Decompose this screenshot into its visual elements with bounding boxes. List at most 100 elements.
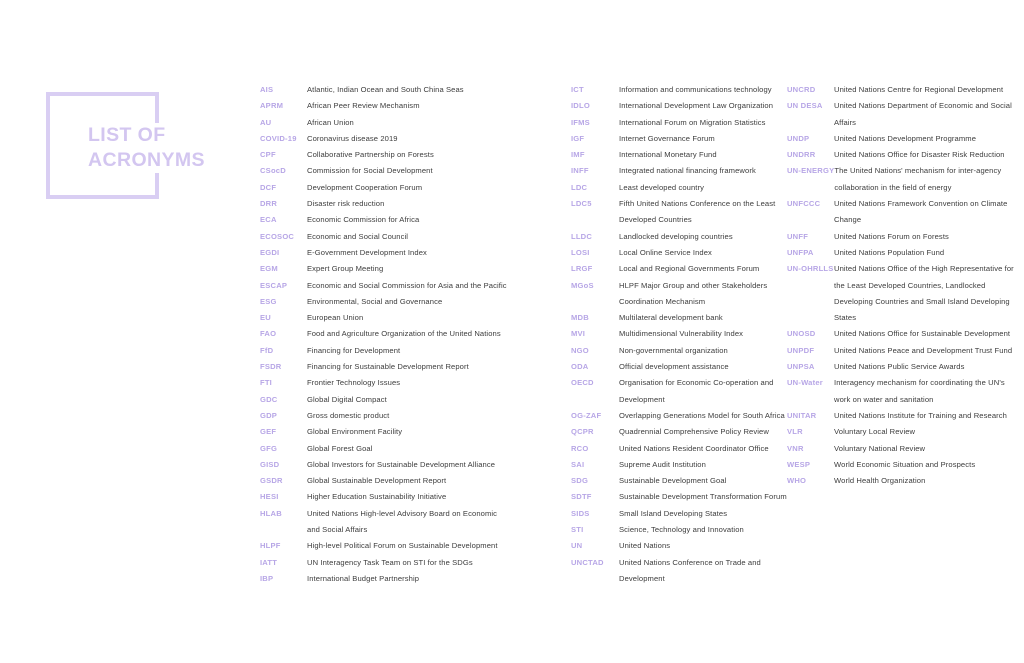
acronym-entry: ESCAP Economic and Social Commission for …	[260, 278, 512, 294]
acronym-label: GISD	[260, 459, 280, 469]
acronym-entry: NGO Non-governmental organization	[571, 343, 790, 359]
acronym-label: UNCRD	[787, 85, 816, 94]
acronym-definition: Food and Agriculture Organization of the…	[307, 329, 501, 339]
acronym-definition: Global Digital Compact	[307, 394, 387, 404]
acronym-entry: WHO World Health Organization	[787, 473, 1021, 489]
acronym-definition: UN Interagency Task Team on STI for the …	[307, 557, 473, 567]
acronym-label: ODA	[571, 362, 589, 372]
acronym-definition: Small Island Developing States	[619, 508, 728, 518]
acronym-label: GDP	[260, 410, 278, 420]
acronym-definition: Development Cooperation Forum	[307, 182, 423, 192]
acronym-definition: International Budget Partnership	[307, 573, 420, 583]
acronym-entry: IDLO International Development Law Organi…	[571, 98, 790, 114]
acronym-definition: Economic and Social Council	[307, 231, 409, 241]
acronym-label: UNFPA	[787, 247, 814, 257]
acronym-entry: ODA Official development assistance	[571, 359, 790, 375]
acronym-entry: FSDR Financing for Sustainable Developmen…	[260, 359, 512, 375]
acronym-entry: ECA Economic Commission for Africa	[260, 212, 512, 228]
acronym-label: UNDP	[787, 133, 810, 143]
acronym-definition: Environmental, Social and Governance	[307, 296, 443, 306]
acronym-entry: EGDI E-Government Development Index	[260, 245, 512, 261]
acronym-definition: Disaster risk reduction	[307, 199, 385, 209]
acronym-label: HLPF	[260, 541, 281, 551]
acronym-label: FSDR	[260, 362, 282, 372]
acronym-entry: UNPDF United Nations Peace and Developmen…	[787, 343, 1021, 359]
acronym-label: QCPR	[571, 427, 594, 437]
acronym-definition: Multidimensional Vulnerability Index	[619, 329, 744, 339]
acronym-definition: United Nations High-level Advisory Board…	[307, 508, 498, 535]
acronym-definition: Local and Regional Governments Forum	[619, 264, 760, 274]
acronym-entry: LDC Least developed country	[571, 180, 790, 196]
acronym-definition: High-level Political Forum on Sustainabl…	[307, 541, 498, 551]
acronym-entry: ESG Environmental, Social and Governance	[260, 294, 512, 310]
acronym-entry: VNR Voluntary National Review	[787, 441, 1021, 457]
acronym-label: GDC	[260, 394, 278, 404]
acronym-entry: UNPSA United Nations Public Service Award…	[787, 359, 1021, 375]
acronym-entry: SIDS Small Island Developing States	[571, 506, 790, 522]
acronym-label: GEF	[260, 427, 277, 437]
acronym-entry: UNDP United Nations Development Programme	[787, 131, 1021, 147]
acronym-definition: Information and communications technolog…	[619, 85, 772, 94]
page-title-line-1: LIST OF	[88, 123, 171, 148]
acronym-entry: HLPF High-level Political Forum on Sustai…	[260, 538, 512, 554]
acronym-entry: UNCRD United Nations Centre for Regional …	[787, 82, 1021, 98]
acronym-entry: IMF International Monetary Fund	[571, 147, 790, 163]
acronym-definition: Voluntary Local Review	[834, 427, 916, 437]
acronym-definition: Organisation for Economic Co-operation a…	[619, 378, 774, 404]
acronym-definition: Integrated national financing framework	[619, 166, 756, 176]
acronym-entry: UN-Water Interagency mechanism for coordi…	[787, 375, 1021, 408]
acronym-entry: GISD Global Investors for Sustainable Dev…	[260, 457, 512, 473]
acronym-definition: Sustainable Development Goal	[619, 476, 727, 486]
acronym-entry: LOSI Local Online Service Index	[571, 245, 790, 261]
acronym-label: SAI	[571, 459, 585, 469]
acronym-definition: Official development assistance	[619, 362, 729, 372]
acronym-label: OECD	[571, 378, 594, 388]
acronym-entry: GFG Global Forest Goal	[260, 441, 512, 457]
acronym-label: FTI	[260, 378, 272, 388]
acronym-definition: Higher Education Sustainability Initiati…	[307, 492, 447, 502]
acronym-entry: HLAB United Nations High-level Advisory B…	[260, 506, 512, 539]
acronym-definition: World Economic Situation and Prospects	[834, 459, 976, 469]
acronym-label: IGF	[571, 133, 585, 143]
page-title: LIST OF ACRONYMS	[88, 123, 210, 173]
acronym-definition: The United Nations' mechanism for inter-…	[834, 166, 1002, 192]
acronym-definition: African Union	[307, 117, 354, 127]
acronym-label: OG-ZAF	[571, 410, 602, 420]
acronym-label: SDG	[571, 476, 589, 486]
acronym-entry: OG-ZAF Overlapping Generations Model for …	[571, 408, 790, 424]
acronym-label: UN-Water	[787, 378, 823, 388]
acronym-definition: E-Government Development Index	[307, 247, 427, 257]
acronym-entry: GEF Global Environment Facility	[260, 424, 512, 440]
acronym-definition: United Nations Framework Convention on C…	[834, 199, 1008, 225]
acronym-entry: STI Science, Technology and Innovation	[571, 522, 790, 538]
acronym-definition: Quadrennial Comprehensive Policy Review	[619, 427, 769, 437]
acronym-entry: WESP World Economic Situation and Prospec…	[787, 457, 1021, 473]
acronym-definition: United Nations Population Fund	[834, 247, 945, 257]
acronym-definition: Economic and Social Commission for Asia …	[307, 280, 507, 290]
acronym-label: MVI	[571, 329, 586, 339]
acronym-definition: United Nations Office of the High Repres…	[834, 264, 1014, 323]
acronym-definition: Local Online Service Index	[619, 247, 712, 257]
acronym-definition: Financing for Sustainable Development Re…	[307, 362, 469, 372]
acronym-entry: EU European Union	[260, 310, 512, 326]
acronym-definition: Global Forest Goal	[307, 443, 373, 453]
acronym-definition: United Nations Institute for Training an…	[834, 410, 1007, 420]
acronym-definition: United Nations Department of Economic an…	[834, 101, 1012, 127]
acronym-entry: APRM African Peer Review Mechanism	[260, 98, 512, 114]
acronym-label: COVID-19	[260, 133, 297, 143]
acronym-entry: UN-ENERGY The United Nations' mechanism f…	[787, 163, 1021, 196]
acronym-entry: DRR Disaster risk reduction	[260, 196, 512, 212]
acronym-label: AU	[260, 117, 272, 127]
acronym-label: GSDR	[260, 476, 283, 486]
acronym-definition: Interagency mechanism for coordinating t…	[834, 378, 1005, 404]
acronym-column-2: ICT Information and communications techno…	[571, 82, 790, 587]
acronym-label: IMF	[571, 150, 585, 160]
acronym-definition: United Nations	[619, 541, 671, 551]
acronym-entry: FAO Food and Agriculture Organization of …	[260, 326, 512, 342]
acronym-entry: IBP International Budget Partnership	[260, 571, 512, 587]
acronym-label: LRGF	[571, 264, 593, 274]
acronym-entry: MGoS HLPF Major Group and other Stakehold…	[571, 278, 790, 311]
acronym-entry: VLR Voluntary Local Review	[787, 424, 1021, 440]
acronym-label: VNR	[787, 443, 804, 453]
